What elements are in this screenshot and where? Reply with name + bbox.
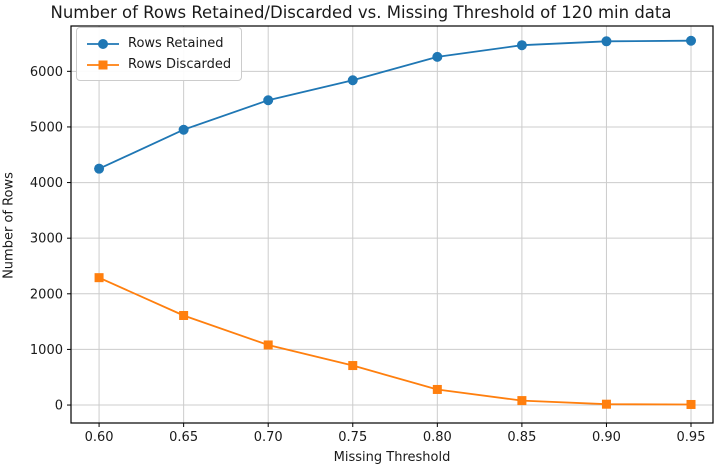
rows-retained-marker-icon bbox=[87, 38, 119, 49]
y-tick-label: 1000 bbox=[30, 343, 63, 358]
y-tick-label: 0 bbox=[55, 399, 63, 414]
x-tick-label: 0.80 bbox=[423, 430, 452, 445]
y-tick-label: 3000 bbox=[30, 232, 63, 247]
legend-label: Rows Discarded bbox=[128, 57, 232, 72]
x-tick-label: 0.85 bbox=[507, 430, 536, 445]
x-tick-label: 0.75 bbox=[338, 430, 367, 445]
y-tick-label: 4000 bbox=[30, 176, 63, 191]
x-tick-label: 0.70 bbox=[254, 430, 283, 445]
rows-discarded-marker-icon bbox=[87, 60, 119, 69]
y-tick-label: 6000 bbox=[30, 65, 63, 80]
legend-item-rows-retained: Rows Retained bbox=[85, 33, 231, 54]
x-tick-label: 0.90 bbox=[592, 430, 621, 445]
legend-item-rows-discarded: Rows Discarded bbox=[85, 54, 231, 75]
legend-label: Rows Retained bbox=[128, 36, 224, 51]
x-tick-label: 0.95 bbox=[677, 430, 706, 445]
x-tick-label: 0.65 bbox=[169, 430, 198, 445]
y-tick-label: 5000 bbox=[30, 120, 63, 135]
x-tick-label: 0.60 bbox=[85, 430, 114, 445]
y-axis-label: Number of Rows bbox=[1, 172, 17, 279]
chart-title: Number of Rows Retained/Discarded vs. Mi… bbox=[50, 3, 672, 22]
y-tick-label: 2000 bbox=[30, 287, 63, 302]
x-axis-label: Missing Threshold bbox=[333, 450, 451, 465]
legend: Rows Retained Rows Discarded bbox=[76, 27, 243, 81]
